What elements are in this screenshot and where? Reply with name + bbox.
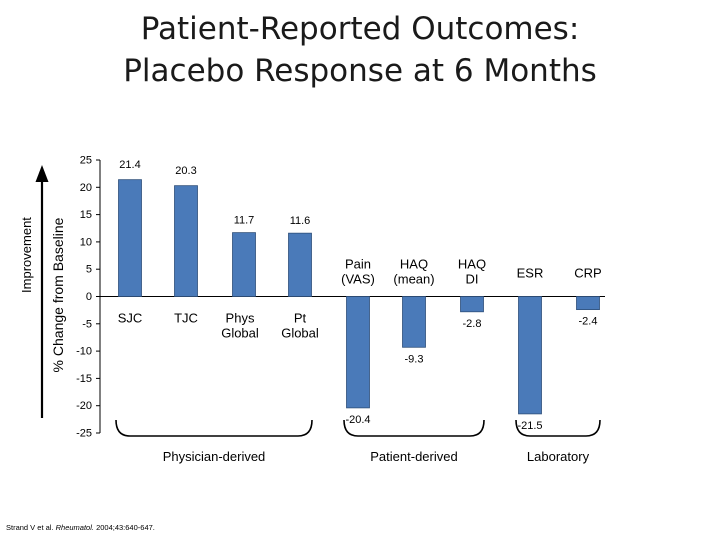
group-brace (515, 419, 601, 437)
title-line-1: Patient-Reported Outcomes: (140, 11, 580, 47)
bar (232, 232, 256, 297)
bar-value-label: -21.5 (517, 420, 542, 432)
y-tick-label: -5 (82, 318, 92, 330)
bar-value-label: -9.3 (405, 353, 424, 365)
y-axis-title: % Change from Baseline (50, 217, 66, 372)
category-label: (mean) (393, 272, 434, 287)
bar (576, 296, 600, 311)
y-tick-label: -10 (76, 346, 92, 358)
y-tick-label: 0 (86, 291, 92, 303)
citation-journal: Rheumatol. (55, 523, 94, 532)
group-brace (343, 419, 485, 437)
category-label: Pain (345, 257, 371, 272)
y-tick-label: 10 (80, 236, 92, 248)
y-tick-label: -20 (76, 400, 92, 412)
category-label: Global (221, 326, 259, 341)
y-tick-label: -15 (76, 373, 92, 385)
bar-value-label: 21.4 (119, 159, 140, 171)
category-label: TJC (174, 311, 198, 326)
category-label: Global (281, 326, 319, 341)
category-label: (VAS) (341, 272, 375, 287)
bar (460, 296, 484, 313)
category-label: HAQ (400, 257, 428, 272)
category-label: SJC (118, 311, 143, 326)
bar (518, 296, 542, 415)
bar-value-label: -2.8 (463, 318, 482, 330)
chart-title: Patient-Reported Outcomes: Placebo Respo… (0, 8, 720, 92)
y-tick-label: 20 (80, 182, 92, 194)
bar-value-label: 20.3 (175, 165, 196, 177)
y-tick-label: -25 (76, 428, 92, 440)
group-brace (115, 419, 313, 437)
bar (174, 185, 198, 297)
bar-value-label: -20.4 (345, 414, 370, 426)
category-label: Pt (294, 311, 307, 326)
citation-authors: Strand V et al. (6, 523, 56, 532)
improvement-label: Improvement (19, 217, 34, 293)
citation: Strand V et al. Rheumatol. 2004;43:640-6… (6, 523, 155, 532)
y-tick-label: 15 (80, 209, 92, 221)
bar (402, 296, 426, 348)
bar-value-label: 11.7 (234, 215, 255, 227)
category-label: DI (466, 272, 479, 287)
group-label: Patient-derived (370, 449, 457, 464)
category-label: CRP (574, 266, 601, 281)
bar (288, 232, 312, 297)
category-label: HAQ (458, 257, 486, 272)
bar-value-label: 11.6 (290, 215, 311, 227)
bar (346, 296, 370, 409)
bar (118, 179, 142, 297)
title-line-2: Placebo Response at 6 Months (123, 53, 597, 89)
improvement-arrow-head (35, 165, 49, 182)
group-label: Physician-derived (163, 449, 266, 464)
y-tick-label: 25 (80, 155, 92, 167)
group-label: Laboratory (527, 449, 590, 464)
bar-value-label: -2.4 (579, 316, 598, 328)
category-label: Phys (226, 311, 255, 326)
citation-details: 2004;43:640-647. (93, 523, 155, 532)
y-tick-label: 5 (86, 264, 92, 276)
category-label: ESR (517, 266, 544, 281)
